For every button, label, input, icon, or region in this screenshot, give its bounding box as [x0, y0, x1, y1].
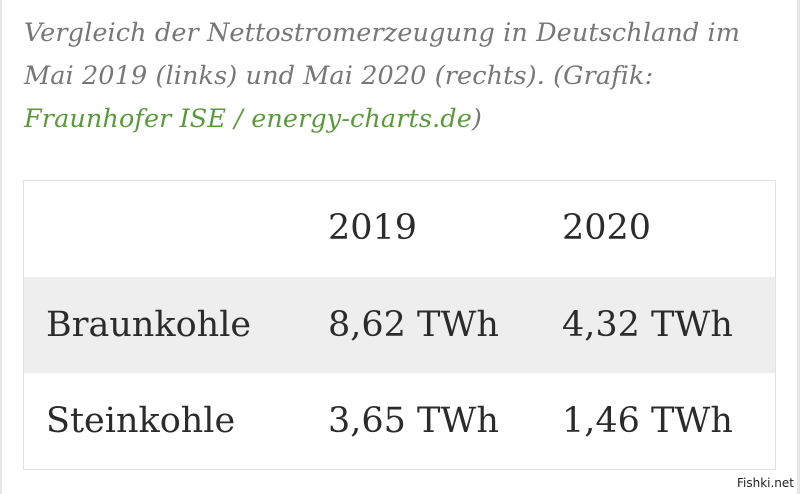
table-row: Braunkohle 8,62 TWh 4,32 TWh	[24, 277, 775, 373]
cell-steinkohle-2019: 3,65 TWh	[328, 401, 499, 441]
caption-close-paren: )	[471, 104, 482, 134]
comparison-table: 2019 2020 Braunkohle 8,62 TWh 4,32 TWh S…	[23, 180, 776, 470]
cell-steinkohle-2020: 1,46 TWh	[562, 401, 733, 441]
row-label-steinkohle: Steinkohle	[46, 401, 236, 441]
caption-line-1: Vergleich der Nettostromerzeugung in Deu…	[24, 18, 741, 48]
table-row: Steinkohle 3,65 TWh 1,46 TWh	[24, 373, 775, 469]
left-border	[0, 0, 2, 494]
row-label-braunkohle: Braunkohle	[46, 305, 252, 345]
cell-braunkohle-2020: 4,32 TWh	[562, 305, 733, 345]
caption-line-3: Fraunhofer ISE / energy-charts.de)	[24, 98, 784, 141]
right-border	[797, 0, 800, 494]
caption-line-2: Mai 2019 (links) und Mai 2020 (rechts). …	[24, 61, 654, 91]
image-caption: Vergleich der Nettostromerzeugung in Deu…	[24, 12, 784, 141]
cell-braunkohle-2019: 8,62 TWh	[328, 305, 499, 345]
credit-link[interactable]: Fraunhofer ISE / energy-charts.de	[24, 104, 472, 134]
watermark: Fishki.net	[736, 476, 794, 490]
table-header-row: 2019 2020	[24, 181, 775, 277]
header-cell-2020: 2020	[562, 208, 652, 248]
header-cell-2019: 2019	[328, 208, 418, 248]
